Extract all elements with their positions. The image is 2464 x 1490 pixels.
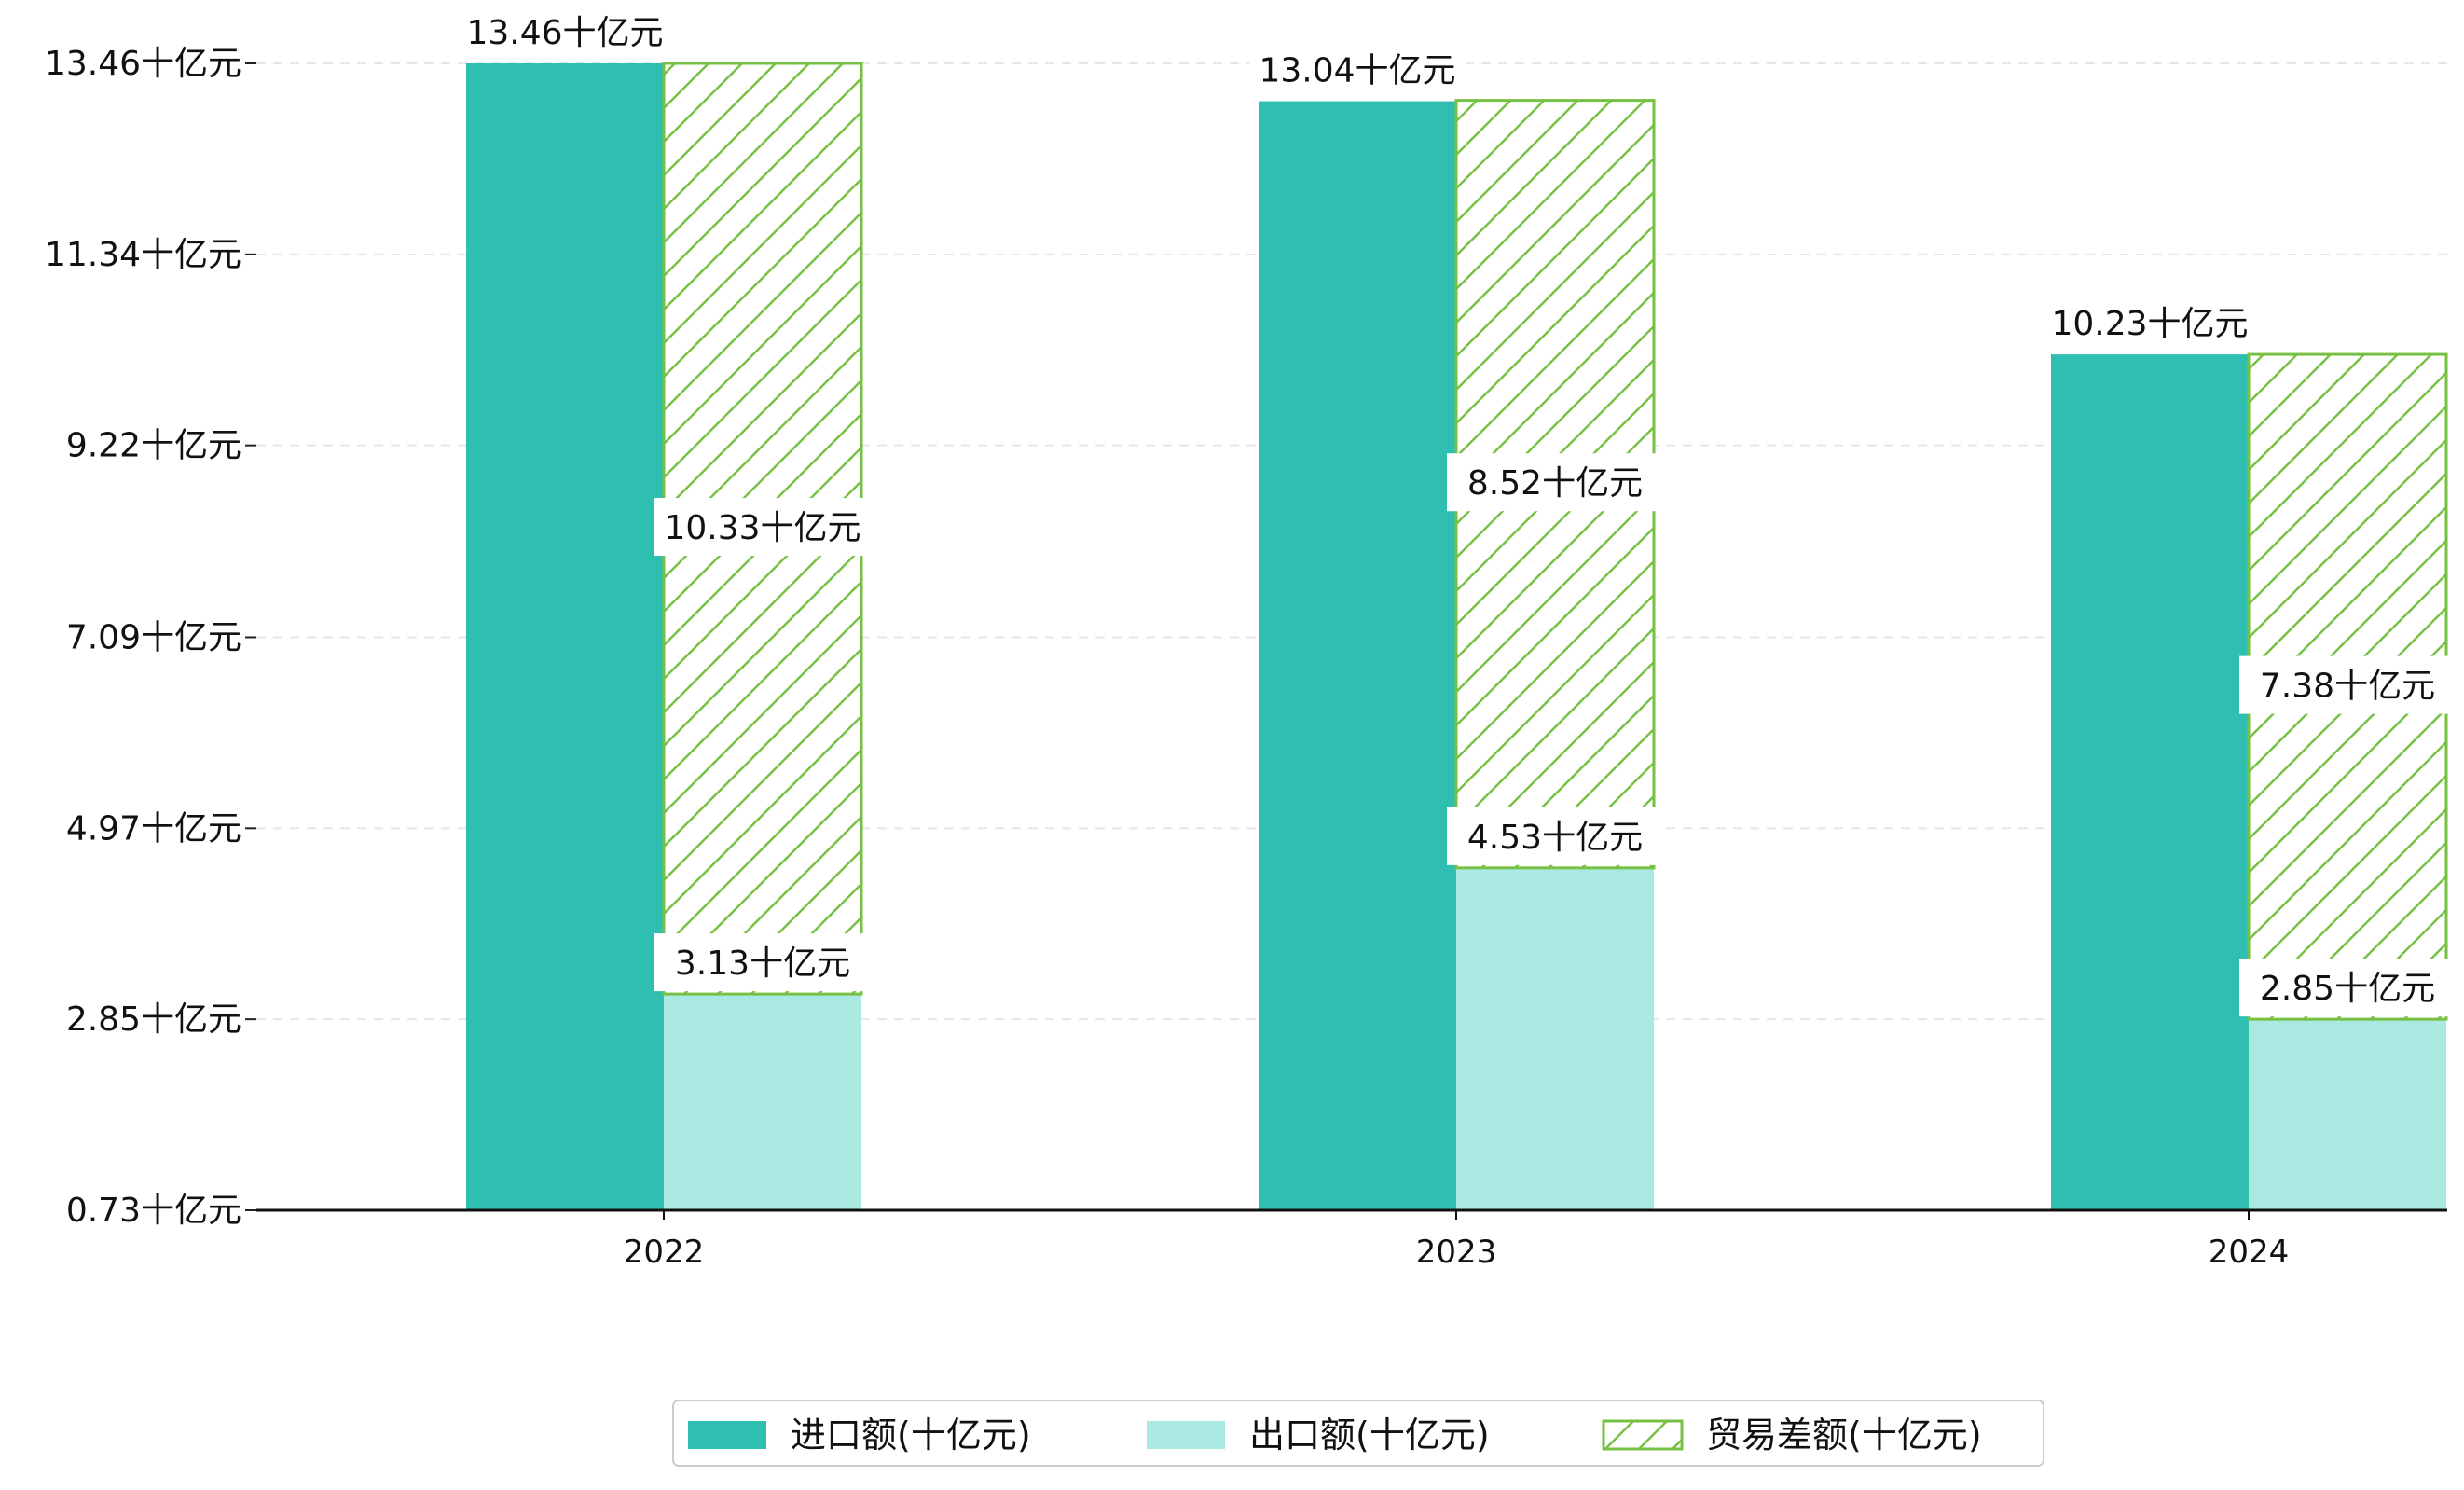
import-value-label: 10.23十亿元: [2051, 305, 2248, 343]
export-bar: [664, 994, 861, 1210]
import-bar: [466, 63, 664, 1210]
x-tick-label: 2024: [2209, 1234, 2290, 1271]
import-value-label-bg: [1249, 40, 1466, 99]
balance-value-label: 8.52十亿元: [1467, 464, 1643, 503]
import-bar: [2051, 354, 2249, 1210]
import-value-label-bg: [457, 3, 673, 61]
x-tick-label: 2022: [624, 1234, 705, 1271]
export-value-label: 4.53十亿元: [1467, 819, 1643, 857]
y-tick-label: 0.73十亿元: [66, 1192, 241, 1230]
legend-label: 出口额(十亿元): [1249, 1414, 1490, 1456]
legend-label: 进口额(十亿元): [791, 1414, 1031, 1456]
bars: [466, 62, 2448, 1211]
y-tick-label: 9.22十亿元: [66, 427, 241, 465]
import-value-label: 13.46十亿元: [466, 14, 663, 52]
import-value-label-bg: [2042, 294, 2258, 352]
export-value-label-bg: [654, 933, 871, 992]
legend-swatch: [688, 1421, 766, 1449]
balance-value-label-bg: [654, 498, 871, 557]
x-tick-label: 2023: [1416, 1234, 1497, 1271]
balance-value-label: 7.38十亿元: [2260, 668, 2435, 706]
export-value-label: 3.13十亿元: [675, 945, 850, 983]
legend-swatch: [1147, 1421, 1225, 1449]
y-tick-label: 13.46十亿元: [45, 45, 241, 83]
legend-label: 贸易差额(十亿元): [1706, 1414, 1982, 1456]
import-bar: [1259, 101, 1456, 1211]
y-tick-label: 2.85十亿元: [66, 1000, 241, 1039]
y-tick-label: 7.09十亿元: [66, 618, 241, 656]
export-value-label-bg: [2239, 959, 2456, 1017]
y-tick-label: 4.97十亿元: [66, 809, 241, 848]
axes: 0.73十亿元 2.85十亿元 4.97十亿元 7.09十亿元 9.22十亿元 11.34…: [45, 45, 2447, 1271]
balance-value-label: 10.33十亿元: [664, 509, 860, 547]
balance-value-label-bg: [1447, 453, 1663, 512]
import-value-label: 13.04十亿元: [1259, 52, 1455, 90]
export-bar: [2249, 1019, 2446, 1210]
export-bar: [1456, 867, 1654, 1210]
legend: 进口额(十亿元) 出口额(十亿元) 贸易差额(十亿元): [672, 1400, 2044, 1467]
y-tick-label: 11.34十亿元: [45, 236, 241, 274]
data-labels: 13.46十亿元 3.13十亿元 10.33十亿元 13.04十亿元 4.53十亿元 8.…: [457, 3, 2456, 1017]
export-value-label: 2.85十亿元: [2260, 970, 2435, 1008]
balance-value-label-bg: [2239, 655, 2456, 714]
legend-swatch: [1602, 1419, 1684, 1451]
legend-box: [672, 1400, 2044, 1467]
export-value-label-bg: [1447, 807, 1663, 865]
